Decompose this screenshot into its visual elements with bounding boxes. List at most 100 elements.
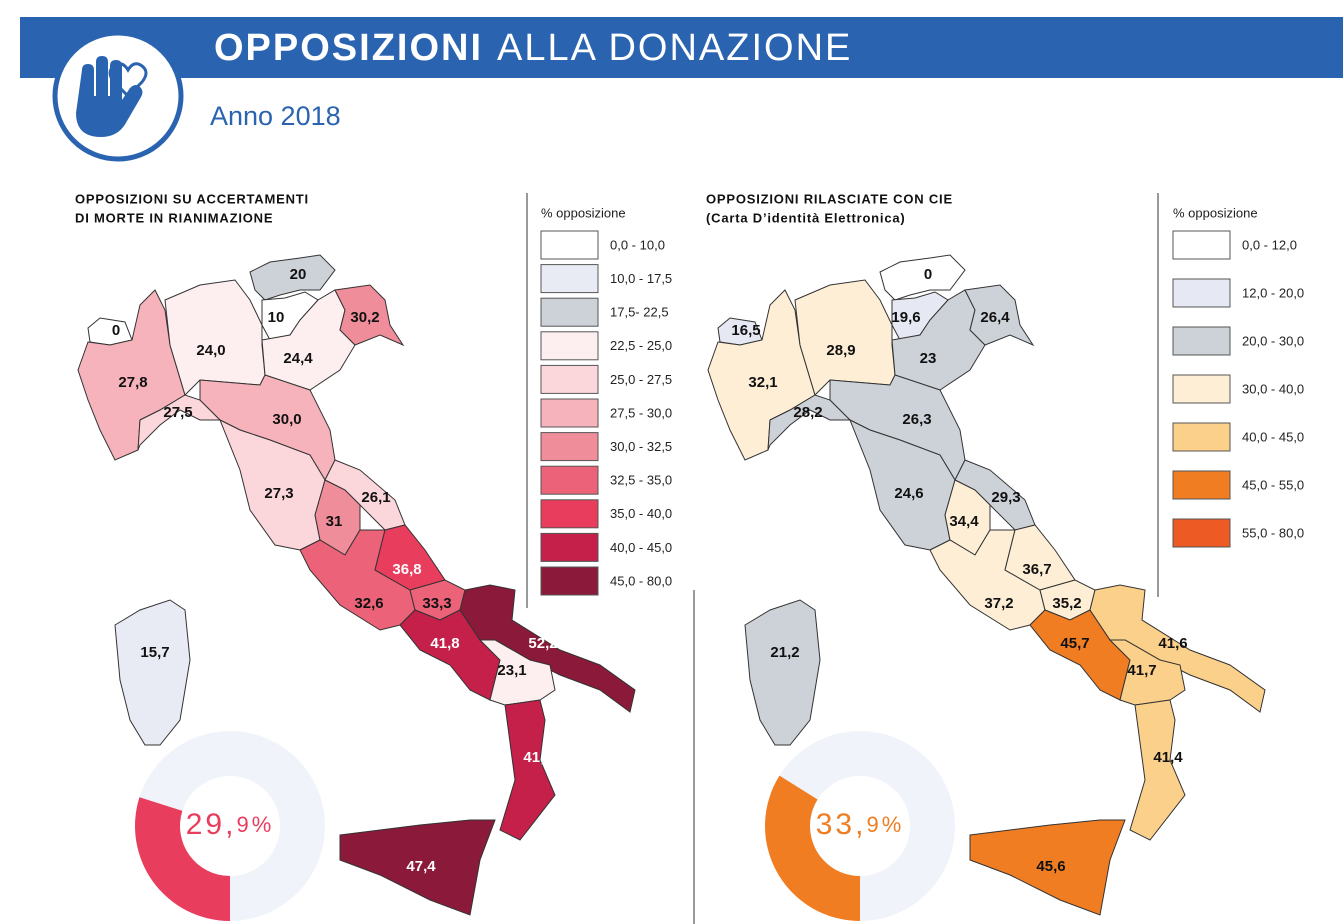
- legend-label: 20,0 - 30,0: [1242, 333, 1304, 348]
- region-label: 20: [290, 266, 307, 283]
- region: [478, 639, 556, 706]
- region-label: 31: [326, 513, 343, 530]
- region-label: 26,3: [902, 411, 931, 428]
- header-title: OPPOSIZIONI ALLA DONAZIONE: [214, 27, 852, 69]
- region: [969, 819, 1126, 916]
- region-label: 30,0: [272, 411, 301, 428]
- region-label: 37,2: [984, 595, 1013, 612]
- title-rest: ALLA DONAZIONE: [497, 27, 852, 69]
- section-title: (Carta D’identità Elettronica): [706, 210, 906, 225]
- legend-label: 30,0 - 32,5: [610, 439, 672, 454]
- region-label: 28,9: [826, 342, 855, 359]
- legend-swatch: [540, 331, 599, 361]
- legend-label: 10,0 - 17,5: [610, 271, 672, 286]
- legend-label: 0,0 - 12,0: [1242, 237, 1297, 252]
- legend-label: 55,0 - 80,0: [1242, 525, 1304, 540]
- legend-label: 27,5 - 30,0: [610, 405, 672, 420]
- region: [1129, 699, 1186, 841]
- section-title: DI MORTE IN RIANIMAZIONE: [75, 210, 273, 225]
- region-label: 24,4: [283, 350, 313, 367]
- region-label: 19,6: [891, 309, 920, 326]
- header-bar: [20, 17, 1343, 78]
- region-label: 45,7: [1060, 635, 1089, 652]
- region-label: 36,8: [392, 561, 421, 578]
- region-label: 21,2: [770, 644, 799, 661]
- legend-swatch: [1172, 518, 1231, 548]
- legend-label: 12,0 - 20,0: [1242, 285, 1304, 300]
- region-label: 26,4: [980, 309, 1010, 326]
- region-label: 27,3: [264, 485, 293, 502]
- region: [114, 599, 191, 746]
- region: [744, 599, 821, 746]
- legend-label: 45,0 - 80,0: [610, 573, 672, 588]
- title-bold: OPPOSIZIONI: [214, 27, 483, 69]
- region: [339, 819, 496, 916]
- region-label: 27,8: [118, 374, 147, 391]
- legend-title: % opposizione: [541, 205, 626, 220]
- region: [794, 279, 896, 396]
- region-label: 33,3: [422, 595, 451, 612]
- legend-swatch: [540, 566, 599, 596]
- region-label: 29,3: [991, 489, 1020, 506]
- region-label: 15,7: [140, 644, 169, 661]
- region: [499, 699, 556, 841]
- region-label: 24,6: [894, 485, 923, 502]
- donut-value: [134, 797, 230, 921]
- subtitle: Anno 2018: [210, 101, 341, 131]
- region: [164, 279, 266, 396]
- region-label: 27,5: [163, 404, 192, 421]
- region-label: 34,4: [949, 513, 979, 530]
- region-label: 41,4: [1153, 749, 1183, 766]
- legend-label: 35,0 - 40,0: [610, 506, 672, 521]
- region: [137, 394, 222, 451]
- legend-swatch: [540, 364, 599, 394]
- legend-swatch: [1172, 470, 1231, 500]
- region-label: 0: [112, 322, 120, 339]
- region: [334, 284, 405, 347]
- map-panel: OPPOSIZIONI SU ACCERTAMENTI DI MORTE IN R…: [75, 191, 672, 921]
- legend-swatch: [540, 297, 599, 327]
- legend-swatch: [540, 532, 599, 562]
- legend-swatch: [1172, 230, 1231, 260]
- total-label: 33,9%: [816, 808, 905, 841]
- region: [767, 394, 852, 451]
- map: 0 27,8 24,0 20 10 24,4 30,2 27,5 30,0 27,3 26,1 31 3…: [77, 254, 636, 916]
- donut-value: [765, 775, 860, 921]
- region-label: 24,0: [196, 342, 225, 359]
- region: [249, 254, 336, 301]
- region-label: 16,5: [731, 322, 760, 339]
- region-label: 47,4: [406, 858, 436, 875]
- region-label: 23: [920, 350, 937, 367]
- map-panel: OPPOSIZIONI RILASCIATE CON CIE (Carta D’i…: [706, 191, 1304, 921]
- legend-label: 22,5 - 25,0: [610, 338, 672, 353]
- section-title: OPPOSIZIONI SU ACCERTAMENTI: [75, 191, 309, 206]
- region-label: 0: [924, 266, 932, 283]
- legend-label: 40,0 - 45,0: [610, 540, 672, 555]
- region-label: 41,8: [430, 635, 459, 652]
- region-label: 32,6: [354, 595, 383, 612]
- region-label: 10: [268, 309, 285, 326]
- section-title: OPPOSIZIONI RILASCIATE CON CIE: [706, 191, 953, 206]
- region-label: 35,2: [1052, 595, 1081, 612]
- region: [879, 254, 966, 301]
- region-label: 32,1: [748, 374, 777, 391]
- legend-swatch: [540, 432, 599, 462]
- legend-swatch: [1172, 374, 1231, 404]
- region-label: 36,7: [1022, 561, 1051, 578]
- map: 16,5 32,1 28,9 0 19,6 23 26,4 28,2 26,3 24,6 29,3 3…: [707, 254, 1266, 916]
- legend-swatch: [540, 398, 599, 428]
- region-label: 26,1: [361, 489, 390, 506]
- legend-swatch: [1172, 422, 1231, 452]
- legend-swatch: [540, 499, 599, 529]
- legend-swatch: [1172, 278, 1231, 308]
- legend-label: 32,5 - 35,0: [610, 473, 672, 488]
- region-label: 41,5: [523, 749, 552, 766]
- legend-label: 17,5- 22,5: [610, 305, 669, 320]
- region: [964, 284, 1035, 347]
- region: [1108, 639, 1186, 706]
- legend-swatch: [540, 230, 599, 260]
- legend-label: 45,0 - 55,0: [1242, 477, 1304, 492]
- legend-swatch: [1172, 326, 1231, 356]
- region-label: 23,1: [497, 662, 526, 679]
